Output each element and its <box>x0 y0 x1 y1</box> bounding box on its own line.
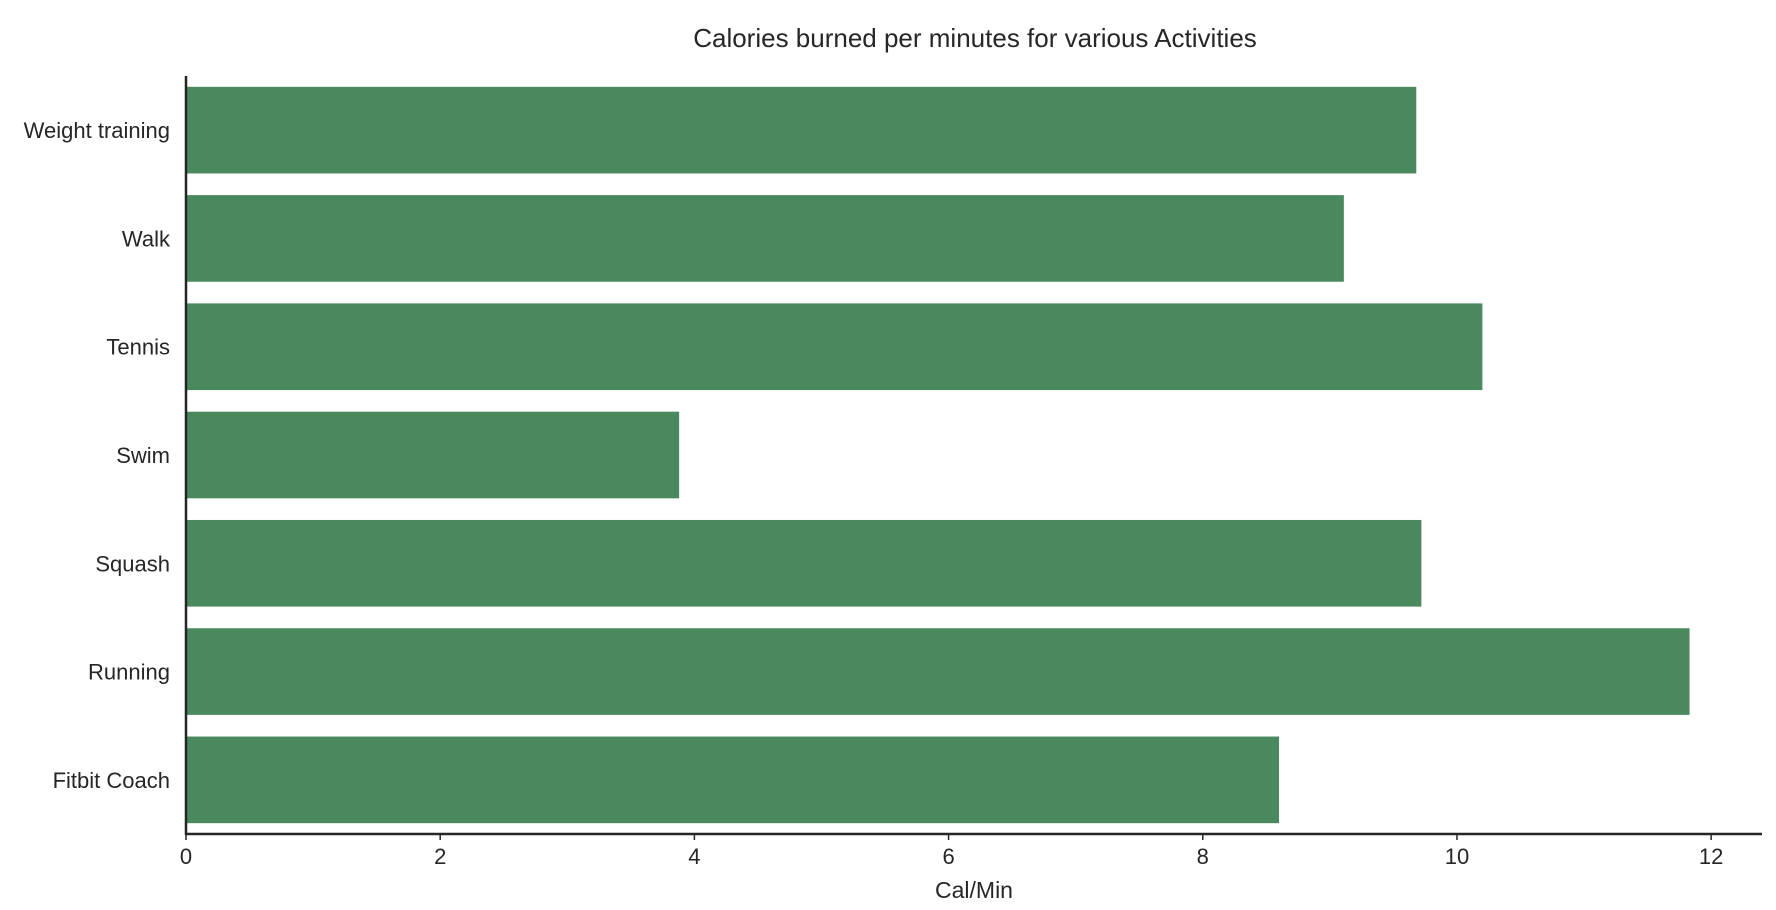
bar-weight-training <box>186 86 1417 174</box>
y-tick-label: Walk <box>122 226 171 251</box>
x-axis-label: Cal/Min <box>935 877 1013 903</box>
x-tick-label: 0 <box>180 844 192 869</box>
bar-walk <box>186 195 1344 282</box>
bar-squash <box>186 519 1422 607</box>
y-axis-ticks: Weight training Walk Tennis Swim Squash Runni… <box>24 118 171 793</box>
x-tick-label: 2 <box>434 844 446 869</box>
bar-swim <box>186 411 680 499</box>
x-tick-label: 4 <box>688 844 700 869</box>
bar-running <box>186 628 1690 715</box>
y-tick-label: Weight training <box>24 118 170 143</box>
y-tick-label: Tennis <box>106 335 170 360</box>
y-tick-label: Squash <box>95 551 170 576</box>
bar-tennis <box>186 303 1483 391</box>
bars <box>186 86 1690 824</box>
y-tick-label: Running <box>88 660 170 685</box>
chart-title: Calories burned per minutes for various … <box>693 23 1257 53</box>
y-tick-label: Fitbit Coach <box>53 768 170 793</box>
x-tick-label: 12 <box>1699 844 1723 869</box>
x-tick-label: 10 <box>1445 844 1469 869</box>
x-tick-label: 8 <box>1197 844 1209 869</box>
y-tick-label: Swim <box>116 443 170 468</box>
x-axis-ticks: 0 2 4 6 8 10 12 <box>180 834 1723 869</box>
bar-fitbit-coach <box>186 736 1280 824</box>
x-tick-label: 6 <box>942 844 954 869</box>
